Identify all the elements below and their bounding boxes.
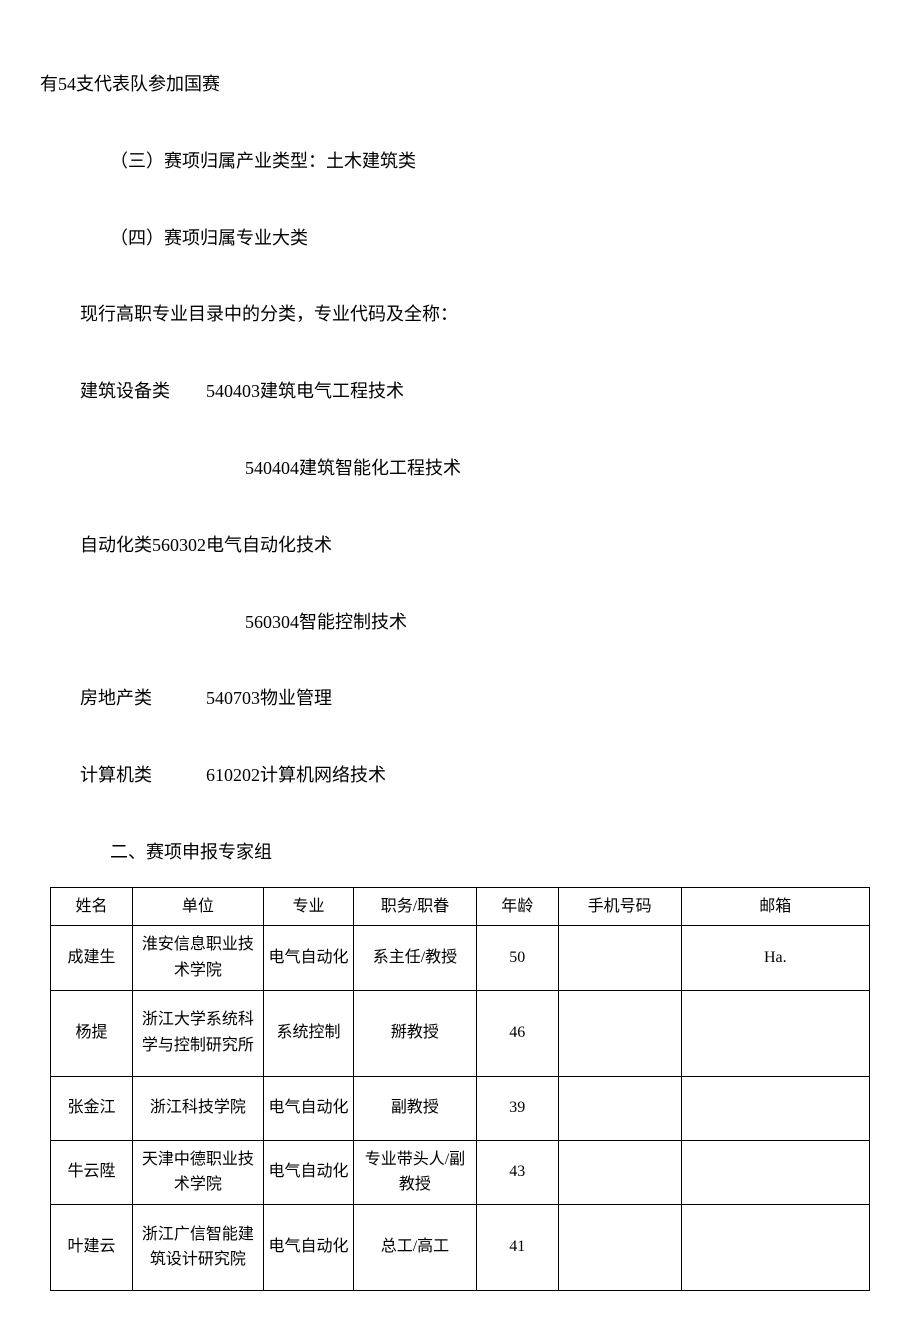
cell-phone xyxy=(558,1204,681,1290)
category-2: 自动化类560302电气自动化技术 xyxy=(80,531,870,560)
cell-email xyxy=(681,1204,869,1290)
table-row: 牛云陞 天津中德职业技术学院 电气自动化 专业带头人/副教授 43 xyxy=(51,1140,870,1204)
cell-unit: 天津中德职业技术学院 xyxy=(132,1140,263,1204)
cell-major: 系统控制 xyxy=(263,990,353,1076)
cell-title: 系主任/教授 xyxy=(354,926,477,990)
th-unit: 单位 xyxy=(132,887,263,926)
cell-title: 专业带头人/副教授 xyxy=(354,1140,477,1204)
cell-title: 总工/高工 xyxy=(354,1204,477,1290)
table-row: 成建生 淮安信息职业技术学院 电气自动化 系主任/教授 50 Ha. xyxy=(51,926,870,990)
cell-name: 张金江 xyxy=(51,1076,133,1140)
table-header-row: 姓名 单位 专业 职务/职眷 年龄 手机号码 邮箱 xyxy=(51,887,870,926)
category-1-sub: 540404建筑智能化工程技术 xyxy=(245,454,870,483)
cell-email xyxy=(681,990,869,1076)
cell-unit: 淮安信息职业技术学院 xyxy=(132,926,263,990)
table-row: 叶建云 浙江广信智能建筑设计研究院 电气自动化 总工/高工 41 xyxy=(51,1204,870,1290)
cell-phone xyxy=(558,1076,681,1140)
category-2-sub: 560304智能控制技术 xyxy=(245,608,870,637)
cell-age: 50 xyxy=(476,926,558,990)
table-row: 杨提 浙江大学系统科学与控制研究所 系统控制 掰教授 46 xyxy=(51,990,870,1076)
cell-major: 电气自动化 xyxy=(263,1076,353,1140)
cell-major: 电气自动化 xyxy=(263,926,353,990)
cell-phone xyxy=(558,926,681,990)
cell-title: 掰教授 xyxy=(354,990,477,1076)
cell-phone xyxy=(558,1140,681,1204)
classification-intro: 现行高职专业目录中的分类，专业代码及全称： xyxy=(80,300,870,329)
cell-unit: 浙江大学系统科学与控制研究所 xyxy=(132,990,263,1076)
expert-table: 姓名 单位 专业 职务/职眷 年龄 手机号码 邮箱 成建生 淮安信息职业技术学院… xyxy=(50,887,870,1291)
table-row: 张金江 浙江科技学院 电气自动化 副教授 39 xyxy=(51,1076,870,1140)
category-1: 建筑设备类 540403建筑电气工程技术 xyxy=(80,377,870,406)
cell-unit: 浙江广信智能建筑设计研究院 xyxy=(132,1204,263,1290)
category-3: 房地产类 540703物业管理 xyxy=(80,684,870,713)
cell-age: 46 xyxy=(476,990,558,1076)
th-major: 专业 xyxy=(263,887,353,926)
th-email: 邮箱 xyxy=(681,887,869,926)
cell-phone xyxy=(558,990,681,1076)
cell-email xyxy=(681,1076,869,1140)
section-4-heading: （四）赛项归属专业大类 xyxy=(110,224,870,253)
section-2-heading: 二、赛项申报专家组 xyxy=(110,838,870,867)
cell-name: 牛云陞 xyxy=(51,1140,133,1204)
th-title: 职务/职眷 xyxy=(354,887,477,926)
th-name: 姓名 xyxy=(51,887,133,926)
cell-name: 叶建云 xyxy=(51,1204,133,1290)
cell-name: 杨提 xyxy=(51,990,133,1076)
cell-major: 电气自动化 xyxy=(263,1204,353,1290)
cell-major: 电气自动化 xyxy=(263,1140,353,1204)
intro-text: 有54支代表队参加国赛 xyxy=(40,70,870,99)
cell-age: 43 xyxy=(476,1140,558,1204)
th-phone: 手机号码 xyxy=(558,887,681,926)
cell-email: Ha. xyxy=(681,926,869,990)
category-4: 计算机类 610202计算机网络技术 xyxy=(80,761,870,790)
cell-age: 41 xyxy=(476,1204,558,1290)
cell-unit: 浙江科技学院 xyxy=(132,1076,263,1140)
cell-name: 成建生 xyxy=(51,926,133,990)
section-3-heading: （三）赛项归属产业类型：土木建筑类 xyxy=(110,147,870,176)
cell-title: 副教授 xyxy=(354,1076,477,1140)
th-age: 年龄 xyxy=(476,887,558,926)
cell-email xyxy=(681,1140,869,1204)
cell-age: 39 xyxy=(476,1076,558,1140)
